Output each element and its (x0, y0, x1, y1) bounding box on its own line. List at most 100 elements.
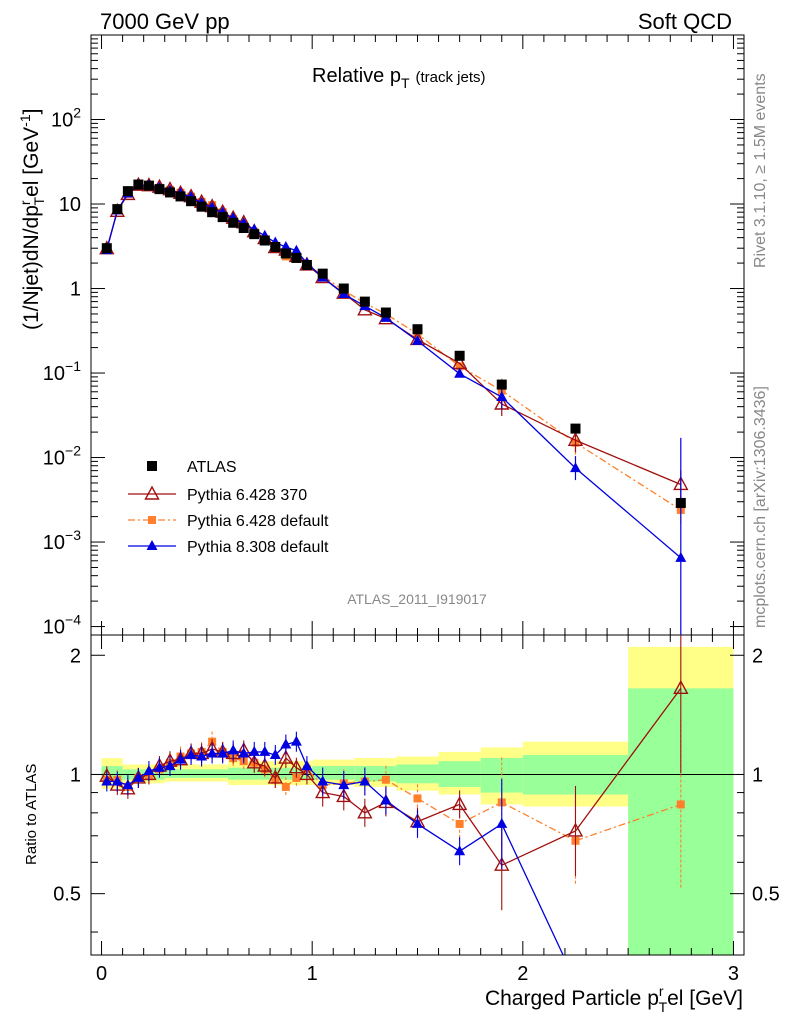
data-point (228, 217, 239, 228)
ratio-point (101, 775, 113, 786)
data-point (412, 324, 423, 335)
data-point (569, 462, 581, 473)
ratio-point (246, 754, 262, 769)
data-point (675, 551, 687, 562)
ratio-point (143, 765, 155, 776)
y-tick-label: 10−4 (43, 612, 81, 639)
data-point (412, 334, 423, 345)
analysis-label: ATLAS_2011_I919017 (347, 591, 487, 607)
ratio-tick-label-right: 2 (752, 645, 763, 667)
data-point (496, 379, 507, 390)
ratio-point (567, 822, 584, 837)
data-point (359, 296, 370, 307)
data-point (290, 244, 302, 255)
data-point (270, 241, 281, 252)
ratio-point (217, 747, 229, 758)
ratio-point (175, 753, 187, 764)
data-point (207, 207, 218, 218)
ratio-point (267, 769, 283, 784)
ratio-point (451, 795, 468, 811)
ratio-point (357, 804, 373, 819)
ratio-point (673, 679, 689, 695)
data-point (154, 184, 165, 195)
ratio-line (106, 740, 564, 956)
data-point (570, 423, 581, 434)
legend-marker (148, 516, 156, 524)
ratio-point (290, 735, 302, 746)
data-point (249, 229, 260, 240)
legend-label: ATLAS (187, 459, 237, 476)
data-point (175, 191, 186, 202)
chart-title: Relative pT (track jets) (312, 65, 486, 91)
ratio-point (280, 738, 292, 749)
ratio-point (153, 761, 165, 772)
data-point (496, 391, 508, 402)
rivet-label: Rivet 3.1.10, ≥ 1.5M events (752, 73, 769, 268)
uncertainty-band-green (354, 766, 397, 782)
x-tick-label: 2 (517, 963, 528, 985)
ratio-point (196, 750, 208, 761)
data-point (291, 252, 302, 263)
ratio-point (299, 765, 315, 781)
x-tick-label: 3 (728, 963, 739, 985)
legend-marker (144, 485, 160, 500)
ratio-point (336, 787, 352, 803)
y-tick-label: 10−2 (43, 443, 81, 470)
uncertainty-band-green (396, 764, 439, 784)
ratio-point (380, 794, 392, 805)
y-axis-title: (1/Njet)dN/dprTel [GeV-1] (17, 109, 47, 330)
x-axis-title: Charged Particle pr Tel [GeV] (485, 983, 743, 1015)
data-point (380, 307, 391, 318)
ratio-point (288, 759, 305, 774)
data-point (280, 248, 291, 259)
data-point (317, 268, 328, 279)
series-line (106, 184, 682, 486)
ratio-point (122, 779, 134, 790)
data-point (101, 243, 112, 254)
data-point (378, 310, 394, 325)
header-left: 7000 GeV pp (100, 9, 230, 34)
ratio-point (281, 782, 290, 791)
ratio-point (494, 856, 510, 871)
ratio-tick-label-right: 1 (752, 764, 763, 786)
ratio-point (227, 744, 239, 755)
x-tick-label: 1 (307, 963, 318, 985)
uncertainty-band-green (227, 767, 313, 780)
axes: 0 1 2 3 102 10 1 10−1 10−2 10−3 10−4 0.5 0.5 1 1 2 2 (43, 34, 780, 985)
ratio-point (381, 775, 390, 784)
ratio-point (455, 819, 464, 828)
ratio-point (206, 747, 218, 758)
data-point (133, 179, 144, 190)
ratio-point (496, 817, 508, 828)
legend-label: Pythia 6.428 370 (187, 487, 307, 504)
y-tick-label: 102 (51, 105, 81, 132)
data-point (567, 431, 584, 446)
data-point (301, 259, 312, 270)
data-point (675, 497, 686, 508)
data-point (122, 186, 133, 197)
ratio-point (257, 757, 273, 772)
ratio-point (412, 817, 423, 828)
legend-marker (147, 461, 157, 471)
ratio-tick-label: 2 (70, 645, 81, 667)
data-point (338, 283, 349, 294)
y-tick-label: 10−1 (43, 358, 81, 385)
y-tick-label: 10 (59, 194, 81, 216)
ratio-point (676, 800, 685, 809)
ratio-point (185, 748, 197, 759)
data-point (112, 204, 123, 215)
data-point (454, 350, 465, 361)
data-point (186, 196, 197, 207)
y-tick-label: 1 (70, 279, 81, 301)
legend: ATLAS Pythia 6.428 370 Pythia 6.428 defaul… (128, 459, 329, 556)
ratio-point (454, 845, 466, 856)
data-point (217, 212, 228, 223)
ratio-point (315, 784, 331, 799)
ratio-point (269, 748, 281, 759)
ratio-tick-label: 0.5 (53, 884, 81, 906)
legend-label: Pythia 6.428 default (187, 513, 329, 530)
ratio-point (248, 745, 260, 756)
data-point (454, 367, 466, 378)
series-layer (99, 176, 689, 956)
